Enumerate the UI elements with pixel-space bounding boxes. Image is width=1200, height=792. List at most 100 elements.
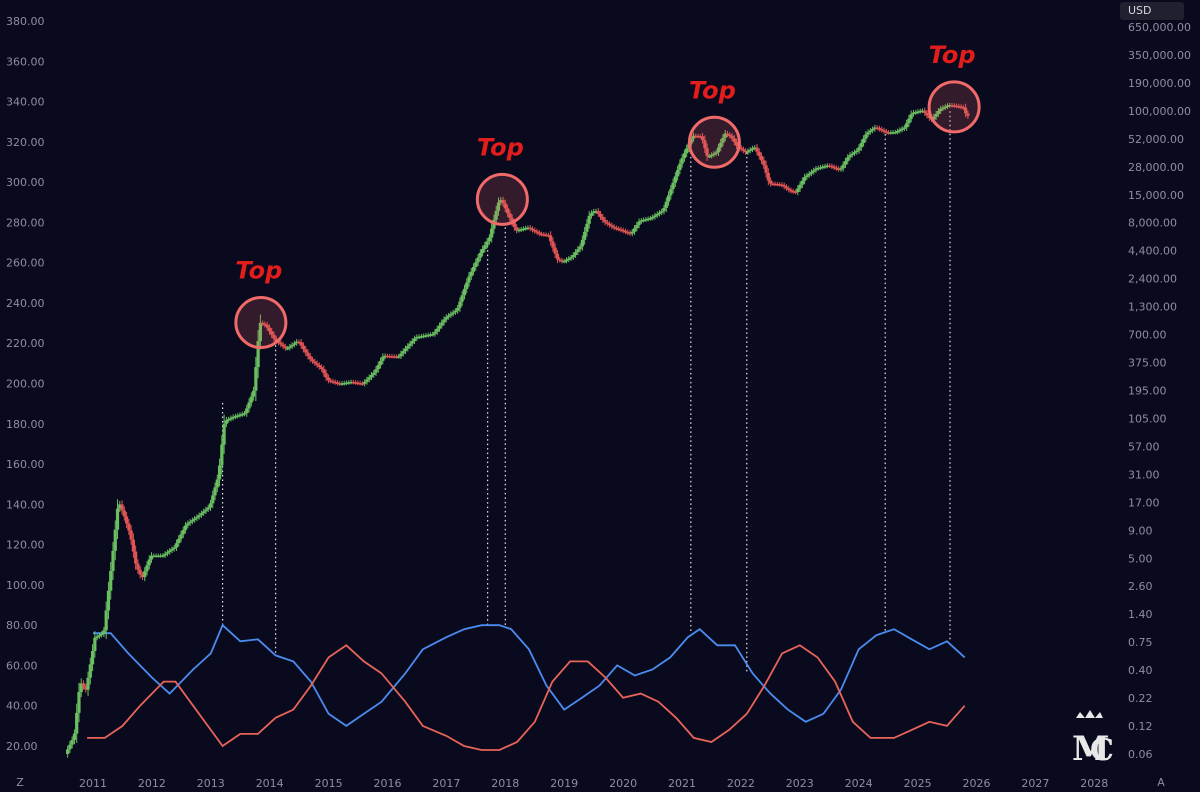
candle-body [900,128,904,131]
candle-body [841,164,845,169]
candle-body [104,610,108,631]
year-label: 2024 [845,777,873,790]
right-tick-label: 2.60 [1128,580,1153,593]
candle-body [796,188,800,193]
candle-body [576,249,580,253]
candle-body [462,288,467,296]
right-tick-label: 0.22 [1128,692,1153,705]
candle-body [426,334,430,337]
candle-body [528,227,532,230]
candle-body [440,322,444,326]
candle-body [902,127,906,129]
candle-body [129,530,133,540]
candle-body [131,539,135,552]
right-tick-label: 2,400.00 [1128,273,1177,286]
candle-body [487,237,492,242]
top-label: Top [689,76,736,104]
candle-body [857,147,861,151]
candle-body [433,331,437,334]
candle-body [331,381,335,383]
candle-body [233,416,238,418]
candle-body [342,382,346,385]
candle-body [190,520,194,522]
year-label: 2023 [786,777,814,790]
candle-body [592,211,596,214]
candle-body [483,245,487,249]
candle-body [88,664,92,678]
candle-body [195,516,199,519]
candle-body [329,380,333,382]
candle-body [753,147,757,149]
candle-body [446,315,451,318]
candle-body [719,142,723,148]
candle-body [703,140,707,149]
candle-body [673,176,677,183]
right-tick-label: 375.00 [1128,357,1167,370]
candle-body [245,408,249,414]
right-tick-label: 0.12 [1128,720,1153,733]
candle-body [914,112,918,114]
candle-body [320,367,324,370]
candle-body [698,136,702,138]
candle-body [614,227,619,230]
candle-body [199,513,204,516]
candle-body [154,555,158,558]
candle-body [573,252,578,255]
year-label: 2016 [374,777,402,790]
candle-body [571,254,575,258]
candle-body [603,219,607,223]
candle-body [134,551,138,564]
candle-body [324,373,328,378]
candle-body [138,569,142,575]
mc-logo: M C [1072,710,1114,769]
candle-body [288,346,292,348]
top-circle [234,296,288,350]
candle-body [848,155,852,158]
candle-body [399,353,403,357]
candle-body [308,356,312,360]
candle-body [313,361,317,364]
candle-body [481,248,485,253]
candle-body [401,351,405,354]
candle-body [168,550,172,553]
corner-left-label[interactable]: Z [16,776,24,789]
candle-body [376,365,380,370]
corner-right-label[interactable]: A [1157,776,1165,789]
candle-body [183,525,188,530]
candle-body [607,223,612,226]
candle-body [385,355,389,358]
candle-body [898,129,902,132]
candle-body [551,241,555,248]
candle-body [671,182,675,190]
candle-body [363,381,367,384]
candle-body [666,195,671,202]
candle-body [564,259,569,262]
candle-body [744,150,748,153]
candle-body [648,218,653,220]
right-tick-label: 28,000.00 [1128,161,1184,174]
candle-body [549,235,553,242]
candle-body [855,150,859,153]
candle-body [784,186,789,189]
candle-body [444,317,448,320]
year-label: 2011 [79,777,107,790]
candle-body [537,232,541,235]
year-label: 2021 [668,777,696,790]
currency-badge[interactable]: USD [1120,2,1184,20]
candle-body [959,106,963,108]
candle-body [304,349,308,353]
candle-body [791,190,795,193]
candle-body [925,113,929,116]
candle-body [966,113,970,116]
year-label: 2013 [197,777,225,790]
candle-body [136,563,140,570]
left-tick-label: 120.00 [6,539,45,552]
candle-body [66,749,70,754]
candle-body [859,143,863,148]
candle-body [954,105,959,108]
candle-body [412,338,417,342]
candle-body [746,150,750,153]
candle-body [515,227,519,231]
candle-body [771,183,775,186]
